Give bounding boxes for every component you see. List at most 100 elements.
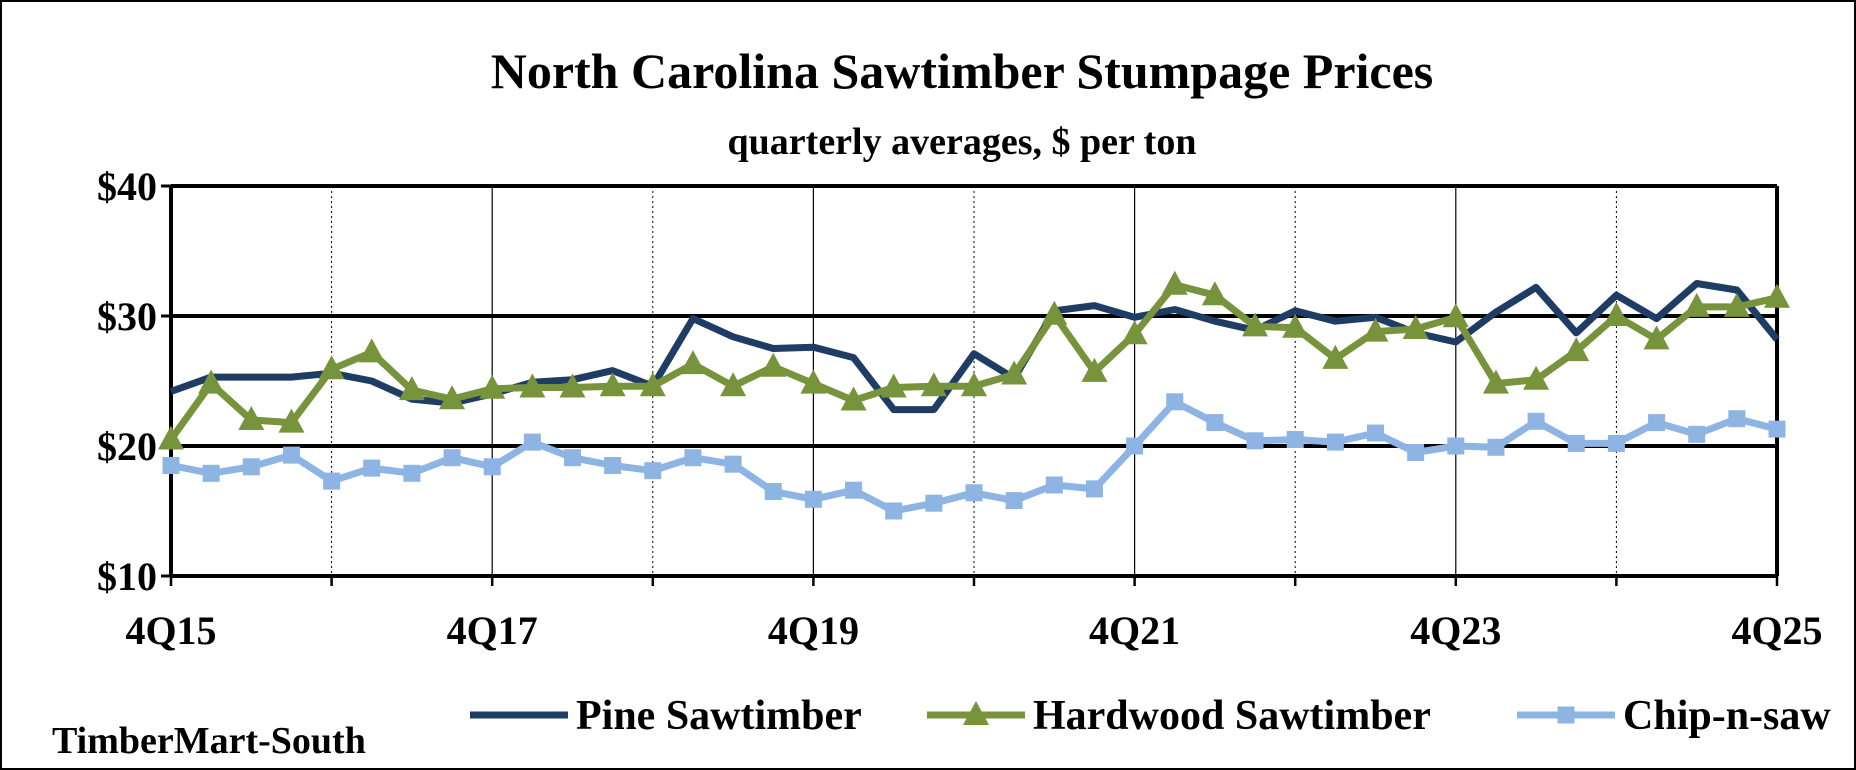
data-point-hardwood [559, 373, 586, 398]
data-point-hardwood [1001, 360, 1028, 385]
data-point-chipnsaw [1487, 438, 1505, 456]
data-point-hardwood [679, 350, 706, 375]
x-tick-label: 4Q25 [1731, 608, 1822, 653]
data-point-hardwood [1201, 281, 1228, 306]
legend-label-chipnsaw: Chip-n-saw [1623, 693, 1831, 739]
y-axis-tick-labels: $10 $20 $30 $40 [97, 164, 157, 599]
data-point-chipnsaw [1085, 480, 1103, 498]
x-axis-tick-labels: 4Q15 4Q17 4Q19 4Q21 4Q23 4Q25 [125, 608, 1822, 653]
x-tick-label: 4Q23 [1410, 608, 1501, 653]
legend-marker-chipnsaw [1557, 706, 1575, 724]
data-point-chipnsaw [523, 433, 541, 451]
data-point-chipnsaw [162, 457, 180, 474]
data-point-chipnsaw [1045, 476, 1063, 494]
data-point-hardwood [1121, 320, 1148, 345]
data-point-chipnsaw [925, 494, 943, 512]
data-point-hardwood [278, 408, 305, 433]
data-point-chipnsaw [564, 449, 581, 467]
data-point-chipnsaw [885, 502, 903, 520]
data-point-hardwood [1322, 344, 1349, 369]
series-group [158, 270, 1790, 520]
data-point-chipnsaw [1126, 437, 1144, 455]
data-point-hardwood [1764, 283, 1790, 308]
data-point-chipnsaw [1407, 444, 1425, 461]
data-point-chipnsaw [684, 449, 702, 467]
data-point-chipnsaw [1728, 410, 1746, 428]
series-chipnsaw [162, 393, 1786, 520]
data-point-chipnsaw [282, 446, 300, 464]
data-point-hardwood [1242, 312, 1269, 337]
y-tick-label: $10 [97, 554, 157, 599]
data-point-hardwood [880, 373, 907, 398]
y-tick-label: $30 [97, 294, 157, 339]
data-point-hardwood [318, 355, 345, 380]
data-point-hardwood [920, 372, 947, 397]
data-point-hardwood [398, 376, 425, 401]
data-point-hardwood [1523, 365, 1550, 390]
data-point-hardwood [840, 386, 867, 411]
data-point-chipnsaw [403, 464, 421, 482]
data-point-chipnsaw [443, 449, 461, 467]
data-point-chipnsaw [202, 464, 220, 482]
data-point-hardwood [1482, 369, 1509, 394]
data-point-hardwood [961, 372, 987, 397]
data-point-chipnsaw [1567, 434, 1585, 452]
data-point-chipnsaw [1326, 433, 1344, 451]
data-point-hardwood [1723, 292, 1750, 317]
data-point-chipnsaw [242, 458, 260, 476]
data-point-chipnsaw [804, 490, 822, 508]
data-point-chipnsaw [1005, 492, 1023, 510]
data-point-chipnsaw [483, 458, 501, 476]
data-point-hardwood [439, 385, 466, 410]
data-point-chipnsaw [1648, 414, 1666, 432]
data-point-hardwood [1362, 317, 1389, 342]
data-point-chipnsaw [845, 481, 863, 499]
data-point-hardwood [1563, 337, 1590, 362]
chart-subtitle: quarterly averages, $ per ton [728, 121, 1197, 163]
data-point-chipnsaw [764, 483, 782, 500]
data-point-hardwood [1683, 292, 1710, 317]
series-pine [169, 280, 1780, 414]
data-point-chipnsaw [1166, 393, 1184, 411]
data-point-chipnsaw [1768, 420, 1786, 438]
data-point-hardwood [760, 352, 787, 377]
data-point-hardwood [1643, 325, 1670, 350]
legend-label-pine: Pine Sawtimber [576, 693, 862, 739]
y-tick-label: $40 [97, 164, 157, 209]
data-point-hardwood [158, 425, 184, 450]
x-tick-label: 4Q15 [125, 608, 216, 653]
data-point-chipnsaw [1607, 434, 1625, 452]
data-point-hardwood [198, 369, 225, 394]
data-point-chipnsaw [323, 472, 341, 490]
source-label: TimberMart-South [52, 720, 366, 762]
x-tick-label: 4Q17 [447, 608, 538, 653]
legend-item-pine: Pine Sawtimber [470, 693, 862, 739]
data-point-chipnsaw [724, 455, 742, 473]
data-point-chipnsaw [1527, 412, 1545, 430]
data-point-hardwood [1161, 270, 1188, 295]
data-point-chipnsaw [965, 484, 983, 502]
legend-item-hardwood: Hardwood Sawtimber [927, 693, 1431, 739]
data-point-chipnsaw [1447, 437, 1465, 455]
data-point-hardwood [1603, 302, 1630, 326]
data-point-hardwood [238, 406, 265, 430]
series-hardwood [158, 270, 1790, 450]
data-point-chipnsaw [644, 462, 662, 480]
data-point-hardwood [800, 369, 827, 394]
data-point-chipnsaw [363, 459, 381, 477]
x-tick-label: 4Q19 [768, 608, 859, 653]
x-tick-label: 4Q21 [1089, 608, 1180, 653]
data-point-chipnsaw [1206, 414, 1224, 432]
chart-title: North Carolina Sawtimber Stumpage Prices [491, 43, 1434, 99]
data-point-hardwood [519, 373, 546, 398]
series-line-pine [169, 280, 1780, 414]
legend-marker-hardwood [963, 701, 989, 725]
data-point-chipnsaw [1367, 424, 1384, 442]
data-point-hardwood [1282, 313, 1309, 338]
data-point-hardwood [358, 338, 385, 363]
data-point-hardwood [1442, 303, 1469, 328]
y-tick-label: $20 [97, 424, 157, 469]
data-point-hardwood [1041, 300, 1068, 325]
